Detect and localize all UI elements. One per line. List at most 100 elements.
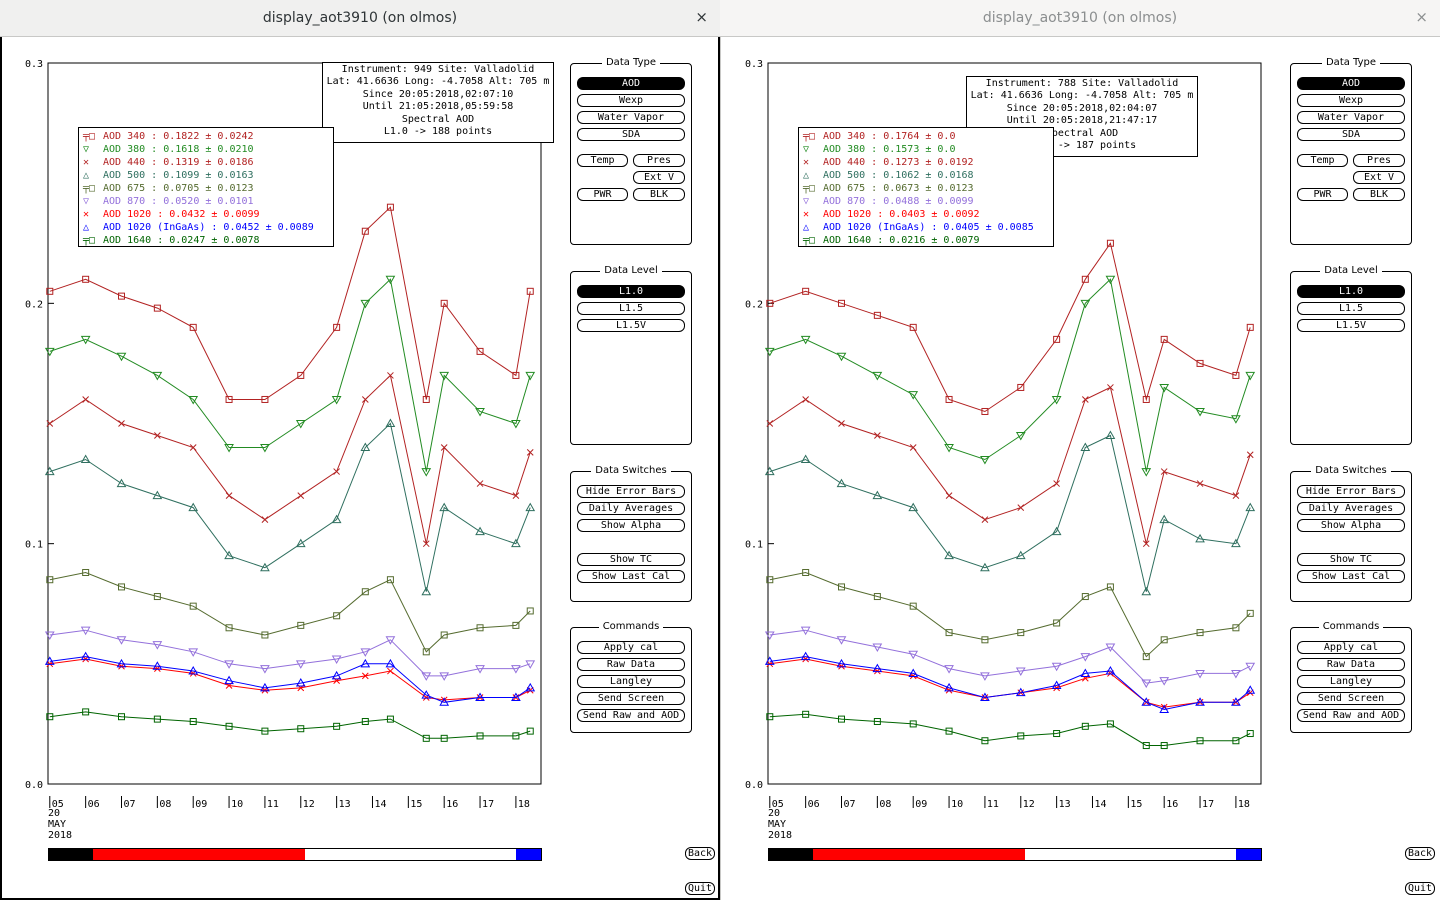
close-icon[interactable]: × (695, 8, 708, 26)
series-aod-500 (44, 418, 536, 596)
x-tick-label: 17 (482, 799, 494, 810)
daily-averages-button[interactable]: Daily Averages (1297, 502, 1405, 515)
l15v-button[interactable]: L1.5V (1297, 319, 1405, 332)
ext-v-button[interactable]: Ext V (1353, 171, 1405, 184)
legend-value: 0.0452 ± 0.0089 (223, 222, 314, 233)
data-point (766, 420, 774, 427)
data-point (439, 371, 450, 381)
legend-label: AOD 500 (103, 170, 146, 181)
l10-button[interactable]: L1.0 (577, 285, 685, 298)
legend-separator: : (145, 196, 164, 207)
data-point (1017, 732, 1025, 740)
data-point (476, 624, 484, 632)
l15v-button[interactable]: L1.5V (577, 319, 685, 332)
sda-button[interactable]: SDA (1297, 128, 1405, 141)
hide-error-bars-button[interactable]: Hide Error Bars (1297, 485, 1405, 498)
raw-data-button[interactable]: Raw Data (577, 658, 685, 671)
data-point (80, 626, 91, 636)
data-point (1051, 662, 1062, 672)
apply-cal-button[interactable]: Apply cal (1297, 641, 1405, 654)
data-point (360, 442, 371, 452)
legend-item: △ AOD 1020 (InGaAs) : 0.0452 ± 0.0089 (83, 221, 314, 234)
langley-button[interactable]: Langley (577, 675, 685, 688)
close-icon[interactable]: × (1415, 8, 1428, 26)
temp-button[interactable]: Temp (1297, 154, 1348, 167)
show-last-cal-button[interactable]: Show Last Cal (1297, 570, 1405, 583)
ext-v-button[interactable]: Ext V (633, 171, 685, 184)
x-date-labels: 20 MAY 2018 (768, 808, 792, 841)
show-tc-button[interactable]: Show TC (577, 553, 685, 566)
data-point (511, 420, 521, 429)
show-alpha-button[interactable]: Show Alpha (577, 519, 685, 532)
show-tc-button[interactable]: Show TC (1297, 553, 1405, 566)
data-point (422, 734, 430, 742)
x-tick-label: 06 (808, 799, 820, 810)
l15-button[interactable]: L1.5 (577, 302, 685, 315)
quit-button[interactable]: Quit (1405, 882, 1435, 895)
legend-separator: : (145, 131, 164, 142)
pwr-button[interactable]: PWR (1297, 188, 1348, 201)
apply-cal-button[interactable]: Apply cal (577, 641, 685, 654)
legend-marker-icon: ✕ (803, 157, 810, 168)
l10-button[interactable]: L1.0 (1297, 285, 1405, 298)
aod-button[interactable]: AOD (1297, 77, 1405, 90)
send-screen-button[interactable]: Send Screen (1297, 692, 1405, 705)
data-point (909, 602, 917, 610)
daily-averages-button[interactable]: Daily Averages (577, 502, 685, 515)
window-titlebar[interactable]: display_aot3910 (on olmos) × (0, 0, 720, 37)
pwr-button[interactable]: PWR (577, 188, 628, 201)
data-point (1246, 609, 1254, 617)
send-screen-button[interactable]: Send Screen (577, 692, 685, 705)
back-button[interactable]: Back (1405, 847, 1435, 860)
pres-button[interactable]: Pres (633, 154, 685, 167)
data-point (46, 576, 54, 584)
data-point (387, 667, 394, 675)
send-raw-and-aod-button[interactable]: Send Raw and AOD (1297, 709, 1405, 722)
data-point (1081, 722, 1089, 730)
window-titlebar[interactable]: display_aot3910 (on olmos) × (720, 0, 1440, 37)
x-tick-label: 13 (339, 799, 351, 810)
data-point (1245, 502, 1256, 512)
l15-button[interactable]: L1.5 (1297, 302, 1405, 315)
water-vapor-button[interactable]: Water Vapor (1297, 111, 1405, 124)
legend-value: 0.1618 ± 0.0210 (163, 144, 254, 155)
data-point (475, 665, 485, 674)
data-point (385, 418, 396, 427)
x-tick-label: 10 (951, 799, 963, 810)
show-last-cal-button[interactable]: Show Last Cal (577, 570, 685, 583)
raw-data-button[interactable]: Raw Data (1297, 658, 1405, 671)
data-point (1017, 504, 1025, 511)
temp-button[interactable]: Temp (577, 154, 628, 167)
send-raw-and-aod-button[interactable]: Send Raw and AOD (577, 709, 685, 722)
data-point (944, 665, 954, 674)
legend-marker-icon: △ (803, 222, 810, 233)
data-point (116, 636, 127, 645)
legend-marker-icon: ╤□ (83, 183, 96, 194)
data-point (387, 372, 394, 379)
legend-marker-icon: ╤□ (803, 183, 816, 194)
legend-item: ╤□ AOD 340 : 0.1764 ± 0.0 (803, 130, 955, 143)
blk-button[interactable]: BLK (633, 188, 685, 201)
timeline-bar[interactable] (768, 848, 1262, 861)
wexp-button[interactable]: Wexp (577, 94, 685, 107)
hide-error-bars-button[interactable]: Hide Error Bars (577, 485, 685, 498)
x-tick-label: 11 (267, 799, 279, 810)
data-point (440, 299, 448, 307)
legend-marker-icon: ▽ (803, 144, 810, 155)
wexp-button[interactable]: Wexp (1297, 94, 1405, 107)
pres-button[interactable]: Pres (1353, 154, 1405, 167)
data-point (981, 737, 989, 745)
blk-button[interactable]: BLK (1353, 188, 1405, 201)
aod-button[interactable]: AOD (577, 77, 685, 90)
water-vapor-button[interactable]: Water Vapor (577, 111, 685, 124)
show-alpha-button[interactable]: Show Alpha (1297, 519, 1405, 532)
langley-button[interactable]: Langley (1297, 675, 1405, 688)
timeline-bar[interactable] (48, 848, 542, 861)
legend-separator: : (925, 222, 944, 233)
sda-button[interactable]: SDA (577, 128, 685, 141)
data-point (44, 466, 55, 476)
back-button[interactable]: Back (685, 847, 715, 860)
data-point (46, 420, 54, 427)
quit-button[interactable]: Quit (685, 882, 715, 895)
commands-title: Commands (598, 621, 664, 632)
